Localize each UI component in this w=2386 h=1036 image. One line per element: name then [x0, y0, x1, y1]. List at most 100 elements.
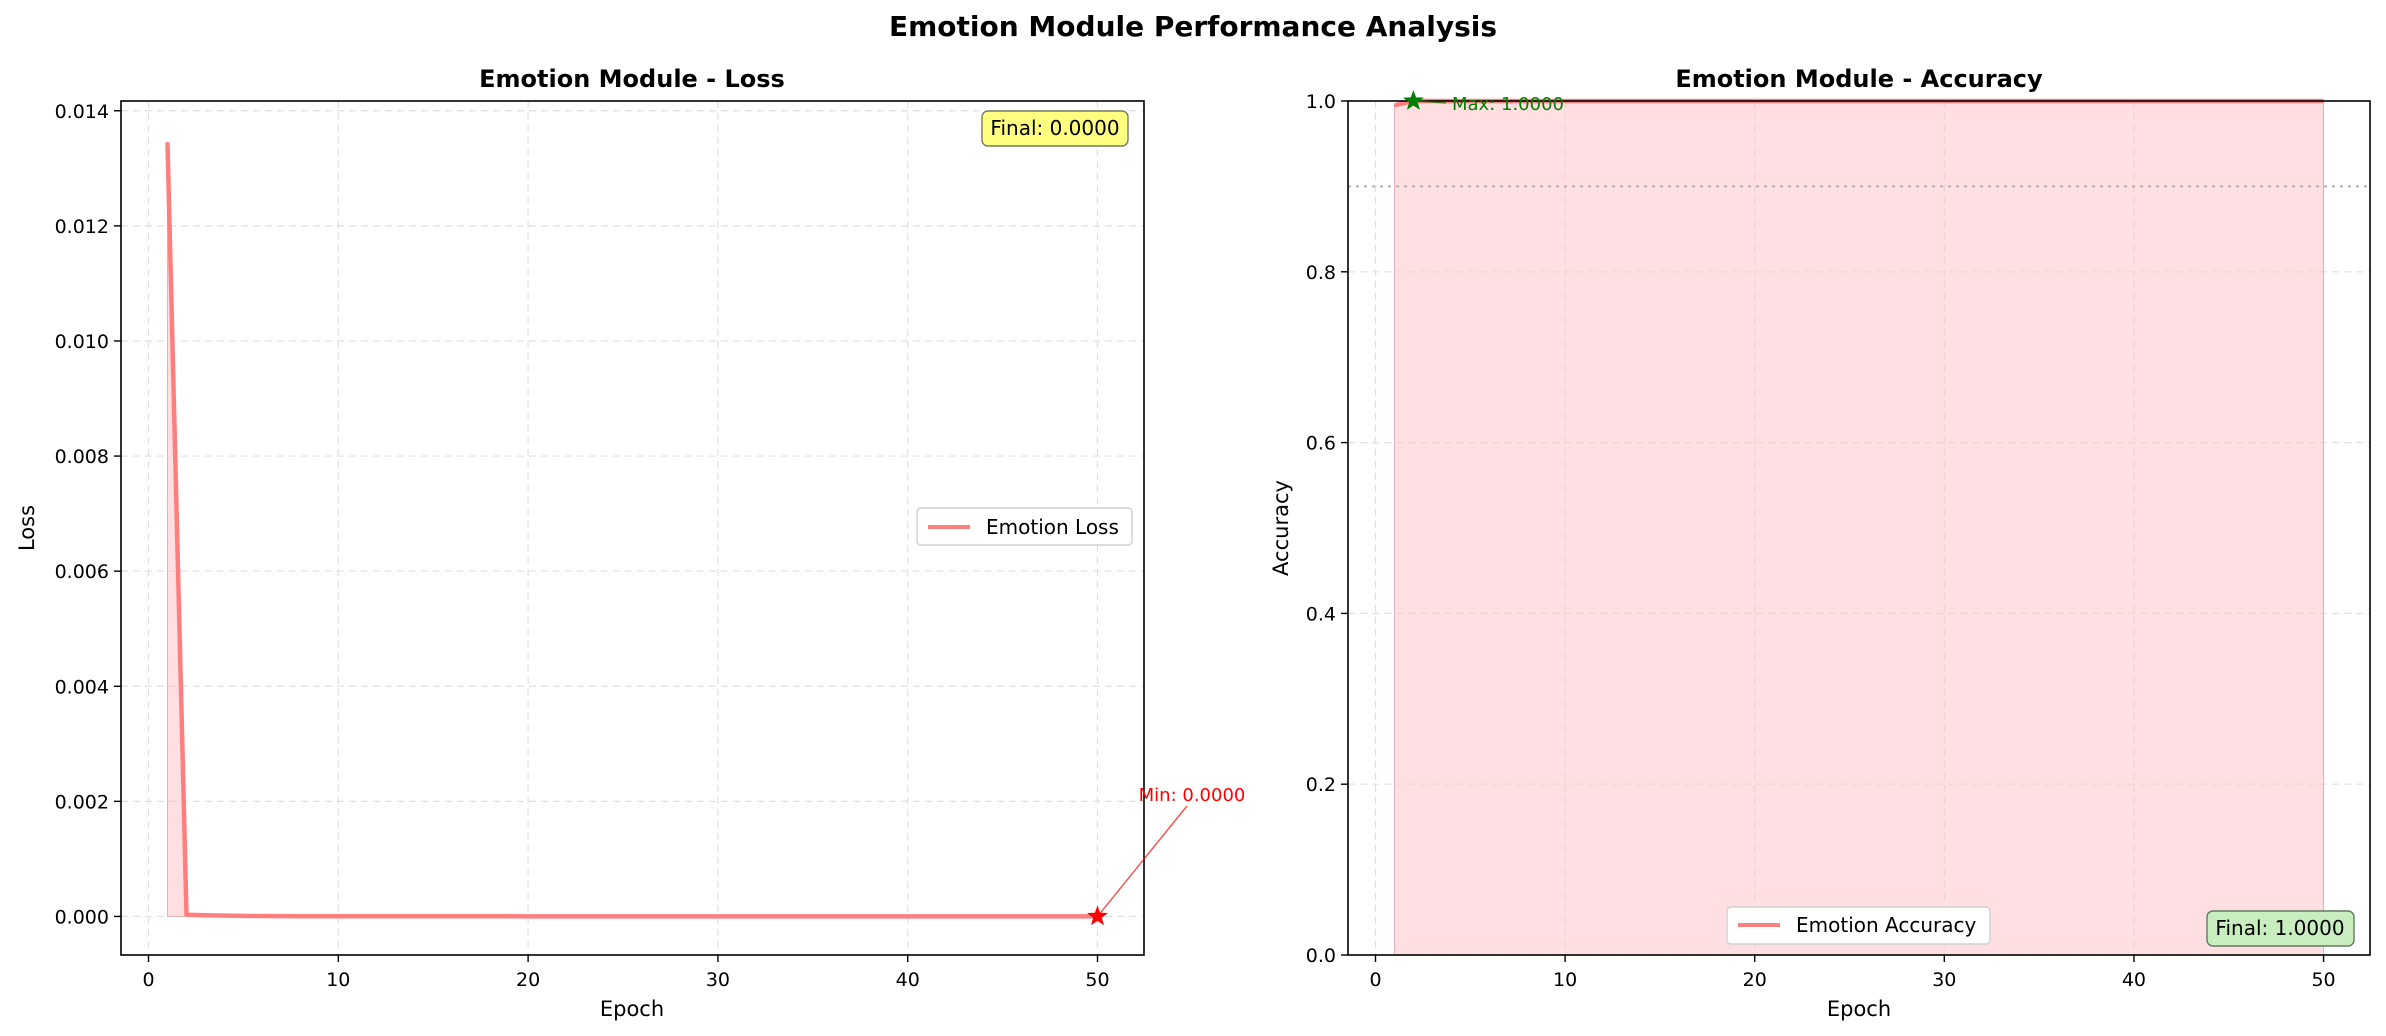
x-tick-label: 50 — [2311, 969, 2335, 991]
loss-legend: Emotion Loss — [916, 507, 1133, 546]
loss-final-text: Final: 0.0000 — [990, 116, 1119, 140]
series-fill — [1394, 100, 2324, 956]
accuracy-final-text: Final: 1.0000 — [2215, 916, 2344, 940]
data-point — [963, 915, 966, 918]
data-point — [849, 915, 852, 918]
accuracy-y-axis: 0.0 0.2 0.4 0.6 0.8 1.0 — [1306, 91, 1348, 967]
data-point — [546, 915, 548, 918]
accuracy-plot-frame — [1347, 100, 2371, 956]
y-tick-label: 0.006 — [55, 561, 109, 583]
y-tick-label: 0.6 — [1306, 433, 1336, 455]
data-point — [432, 915, 435, 918]
data-point — [736, 915, 738, 918]
loss-min-arrow — [1096, 805, 1188, 917]
accuracy-x-axis-label: Epoch — [1827, 997, 1891, 1021]
x-tick-label: 0 — [1369, 969, 1381, 991]
loss-final-box: Final: 0.0000 — [981, 110, 1129, 147]
data-point — [242, 915, 245, 917]
data-point — [223, 914, 226, 917]
data-point — [622, 915, 624, 918]
x-tick-label: 10 — [326, 969, 350, 991]
accuracy-max-annotation: Max: 1.0000 — [1452, 94, 1564, 115]
data-point — [470, 915, 472, 918]
data-point — [527, 915, 529, 918]
y-tick-label: 0.002 — [55, 791, 109, 813]
loss-y-axis-label: Loss — [15, 505, 39, 551]
data-point — [1020, 915, 1023, 918]
y-tick-label: 0.4 — [1306, 603, 1336, 625]
y-tick-label: 0.8 — [1306, 262, 1336, 284]
loss-x-axis: 0 10 20 30 40 50 — [142, 955, 1110, 991]
data-point — [944, 915, 947, 918]
data-point — [830, 915, 833, 918]
y-tick-label: 0.014 — [55, 101, 109, 123]
data-point — [868, 915, 871, 918]
y-tick-label: 0.010 — [55, 331, 109, 353]
data-point — [451, 915, 453, 918]
x-tick-label: 20 — [1743, 969, 1767, 991]
accuracy-chart-title: Emotion Module - Accuracy — [1675, 65, 2043, 93]
data-point — [660, 915, 662, 918]
y-tick-label: 0.012 — [55, 216, 109, 238]
data-point — [698, 915, 700, 918]
loss-legend-label: Emotion Loss — [986, 515, 1119, 539]
series-line — [165, 142, 1098, 919]
y-tick-label: 0.000 — [55, 906, 109, 928]
loss-chart: Emotion Module - Loss 0 10 20 30 40 50 0.0000… — [15, 65, 1245, 1021]
y-tick-label: 1.0 — [1306, 91, 1336, 113]
data-point — [1077, 915, 1080, 918]
accuracy-final-box: Final: 1.0000 — [2206, 910, 2355, 947]
accuracy-max-star-icon — [1403, 90, 1424, 110]
data-point — [394, 915, 397, 918]
data-point — [204, 914, 207, 917]
y-tick-label: 0.004 — [55, 676, 109, 698]
data-point — [755, 915, 757, 918]
accuracy-y-axis-label: Accuracy — [1269, 480, 1293, 576]
y-tick-label: 0.008 — [55, 446, 109, 468]
data-point — [1001, 915, 1004, 918]
loss-plot-frame — [120, 100, 1145, 956]
data-point — [812, 915, 814, 918]
accuracy-max-arrow — [1417, 100, 1447, 104]
loss-x-axis-label: Epoch — [600, 997, 664, 1021]
data-point — [185, 913, 188, 916]
loss-chart-title: Emotion Module - Loss — [479, 65, 785, 93]
data-point — [280, 915, 283, 917]
data-point — [565, 915, 567, 918]
x-tick-label: 30 — [1932, 969, 1956, 991]
data-point — [774, 915, 776, 918]
accuracy-fill-area — [1394, 100, 2324, 956]
x-tick-label: 10 — [1553, 969, 1577, 991]
data-point — [679, 915, 681, 918]
data-point — [887, 915, 890, 918]
accuracy-x-axis: 0 10 20 30 40 50 — [1369, 955, 2336, 991]
loss-min-star-icon — [1087, 905, 1108, 926]
accuracy-legend-label: Emotion Accuracy — [1796, 913, 1976, 937]
data-point — [508, 915, 510, 918]
data-point — [375, 915, 378, 918]
y-tick-label: 0.0 — [1306, 945, 1336, 967]
data-point — [356, 915, 359, 918]
loss-min-annotation: Min: 0.0000 — [1139, 785, 1246, 806]
data-point — [413, 915, 416, 918]
data-point — [603, 915, 605, 918]
data-point — [299, 915, 302, 917]
data-point — [641, 915, 643, 918]
data-point — [925, 915, 928, 918]
data-point — [1058, 915, 1061, 918]
data-point — [337, 915, 340, 918]
x-tick-label: 40 — [896, 969, 920, 991]
data-point — [1393, 104, 1396, 107]
x-tick-label: 40 — [2122, 969, 2146, 991]
data-point — [793, 915, 795, 918]
accuracy-chart: Emotion Module - Accuracy 0 10 20 30 40 50 0.… — [1269, 65, 2371, 1021]
loss-y-axis: 0.000 0.002 0.004 0.006 0.008 0.010 0.012 0.014 — [55, 101, 121, 928]
figure-suptitle: Emotion Module Performance Analysis — [889, 10, 1497, 43]
data-point — [717, 915, 719, 918]
data-point — [166, 141, 169, 144]
loss-series — [165, 141, 1099, 919]
y-tick-label: 0.2 — [1306, 774, 1336, 796]
accuracy-legend: Emotion Accuracy — [1726, 906, 1991, 945]
x-tick-label: 0 — [142, 969, 154, 991]
